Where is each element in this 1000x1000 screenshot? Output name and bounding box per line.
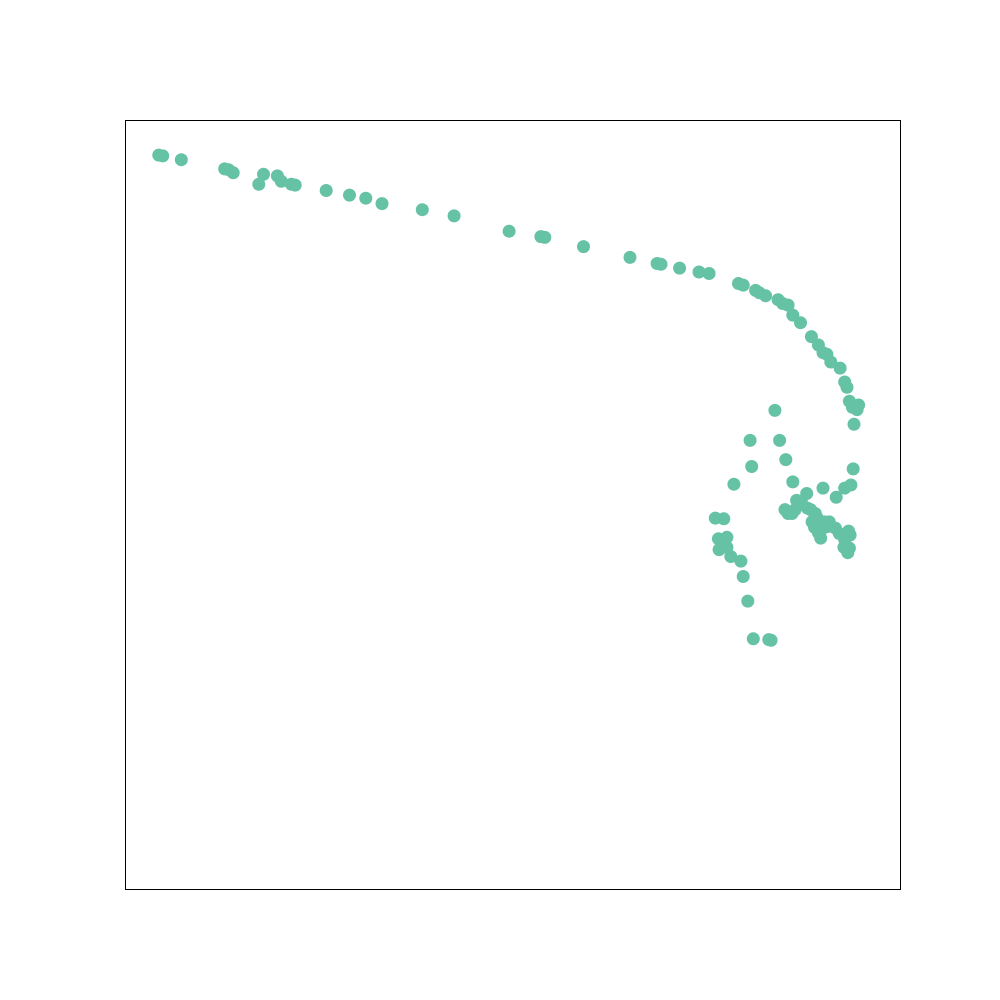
scatter-point [768,403,782,417]
scatter-point [778,503,792,517]
scatter-point [736,570,750,583]
scatter-point [800,487,814,500]
scatter-point [727,477,741,491]
scatter-point [762,633,776,647]
scatter-point [843,528,857,542]
scatter-point [692,265,706,279]
scatter-point [816,481,830,495]
scatter-point [741,594,755,608]
scatter-point [252,177,266,191]
scatter-point [847,417,861,431]
scatter-point [745,460,759,473]
scatter-point [623,250,637,264]
scatter-point [274,174,288,188]
plot-frame [125,120,901,890]
scatter-point [829,490,843,504]
scatter-point [850,403,864,417]
scatter-point [673,261,687,275]
scatter-point [343,188,356,202]
scatter-point [759,289,773,303]
scatter-point [288,178,302,192]
scatter-point [702,267,716,280]
scatter-point [654,257,668,271]
scatter-point [773,433,787,447]
scatter-point [577,240,590,254]
scatter-point [156,149,170,163]
scatter-point [846,462,860,476]
scatter-point [359,191,373,205]
scatter-point [746,632,760,646]
scatter-point [319,184,333,197]
scatter-point [717,512,731,526]
scatter-point [734,554,748,568]
scatter-point [415,203,429,217]
scatter-point [781,298,795,312]
scatter-point [838,481,852,495]
scatter-point [174,153,188,167]
scatter-point [447,209,461,223]
scatter-point [824,355,838,369]
scatter-point [743,433,757,447]
scatter-point [779,453,793,467]
scatter-point [712,543,726,557]
scatter-point [786,475,800,489]
scatter-point [736,278,750,292]
scatter-point [257,167,270,181]
scatter-points [152,148,866,647]
scatter-point [833,361,847,375]
scatter-point [502,224,516,238]
scatter-point [840,380,854,394]
scatter-point [375,197,389,211]
scatter-point [814,531,828,545]
scatter-point [711,532,725,546]
scatter-point [810,510,824,524]
scatter-point [226,166,240,180]
scatter-point [538,230,552,244]
scatter-point [794,316,807,330]
